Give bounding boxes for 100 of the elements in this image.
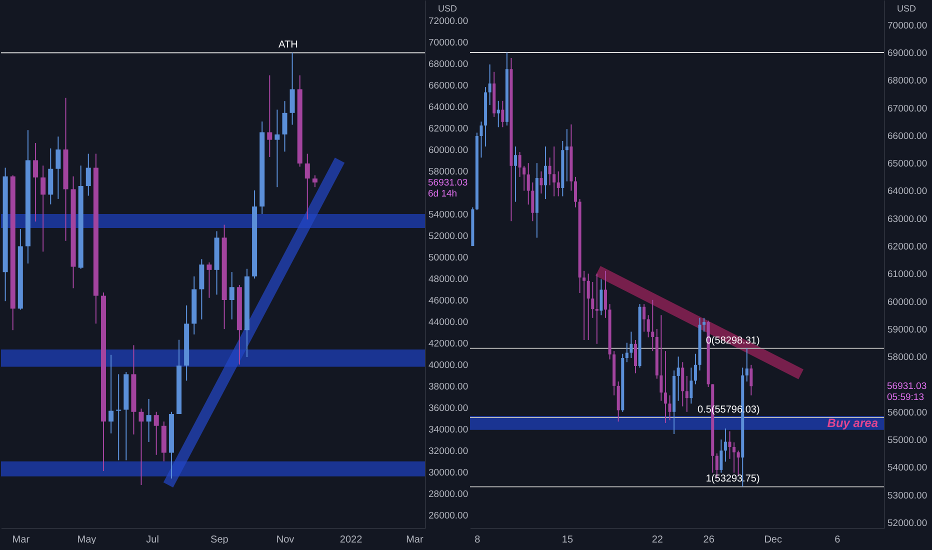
y-tick-label: 34000.00 — [428, 424, 468, 436]
candlestick — [86, 153, 91, 196]
candlestick — [522, 165, 526, 192]
candlestick — [736, 450, 740, 476]
y-tick-label: 46000.00 — [428, 296, 468, 307]
y-tick-label: 50000.00 — [428, 252, 468, 264]
x-tick-label: 2022 — [340, 534, 363, 546]
x-tick-label: Mar — [12, 534, 30, 546]
candlestick — [480, 121, 483, 158]
x-tick-label: Nov — [276, 534, 294, 546]
y-tick-label: 56000.00 — [888, 407, 928, 418]
candlestick — [732, 442, 736, 474]
x-tick-label: 15 — [562, 534, 574, 546]
y-tick-label: 61000.00 — [888, 269, 928, 280]
candlestick — [600, 278, 603, 316]
text: 56931.03 — [428, 177, 468, 188]
candlestick — [681, 362, 684, 407]
candlestick — [496, 100, 500, 128]
y-tick-label: 59000.00 — [888, 324, 928, 336]
y-axis-title: USD — [896, 4, 916, 14]
y-tick-label: 64000.00 — [888, 186, 928, 198]
candlestick — [565, 128, 568, 182]
candlestick — [651, 299, 654, 352]
y-tick-label: 44000.00 — [428, 317, 468, 328]
y-tick-label: 58000.00 — [888, 352, 928, 364]
y-tick-label: 60000.00 — [888, 296, 928, 308]
candlestick — [290, 52, 295, 126]
y-tick-label: 62000.00 — [888, 242, 928, 253]
candlestick — [720, 439, 723, 474]
y-tick-label: 36000.00 — [428, 403, 468, 414]
candlestick — [518, 152, 522, 178]
text: 05:59:13 — [887, 392, 924, 404]
ref-line-label: 0(58298.31) — [706, 335, 760, 346]
y-axis-title: USD — [438, 4, 458, 14]
candlestick — [548, 157, 552, 186]
ref-line-label: ATH — [278, 40, 298, 51]
candlestick — [501, 100, 504, 128]
candlestick — [664, 350, 667, 424]
candlestick — [660, 314, 663, 402]
candlestick — [40, 165, 46, 252]
candlestick — [724, 428, 727, 462]
candlestick — [745, 348, 748, 382]
candlestick — [488, 64, 492, 106]
candlestick — [229, 272, 234, 320]
candlestick — [56, 136, 61, 200]
candlestick — [154, 411, 159, 456]
candlestick — [514, 146, 518, 202]
candlestick — [544, 146, 548, 200]
candlestick — [108, 354, 114, 434]
y-tick-label: 32000.00 — [428, 446, 468, 458]
y-tick-label: 70000.00 — [428, 37, 468, 48]
y-tick-label: 69000.00 — [888, 48, 928, 60]
y-tick-label: 68000.00 — [428, 58, 468, 70]
candlestick — [116, 374, 122, 461]
candlestick — [574, 176, 578, 208]
y-tick-label: 40000.00 — [428, 360, 468, 372]
candlestick — [552, 146, 556, 197]
y-tick-label: 55000.00 — [888, 435, 928, 446]
candlestick — [646, 314, 650, 338]
candlestick — [630, 331, 633, 358]
candlestick — [540, 170, 543, 194]
x-tick-label: 22 — [652, 534, 664, 546]
candlestick — [312, 174, 318, 188]
candlestick — [282, 100, 288, 152]
candlestick — [595, 273, 598, 344]
x-tick-label: Jul — [146, 534, 159, 546]
candlestick — [604, 270, 607, 318]
candlestick — [556, 170, 560, 197]
candlestick — [274, 109, 280, 188]
text: 56931.03 — [887, 381, 927, 392]
x-tick-label: 26 — [703, 534, 715, 546]
y-tick-label: 68000.00 — [888, 76, 928, 87]
y-tick-label: 72000.00 — [428, 16, 468, 27]
candlestick — [531, 182, 534, 222]
candlestick — [138, 408, 144, 486]
candlestick — [750, 364, 753, 396]
candlestick — [267, 74, 272, 158]
candlestick — [694, 353, 697, 385]
x-tick-label: Dec — [764, 534, 782, 546]
y-tick-label: 62000.00 — [428, 123, 468, 134]
candlestick — [304, 153, 310, 220]
candlestick — [668, 394, 672, 421]
candlestick — [728, 430, 732, 460]
y-tick-label: 54000.00 — [888, 462, 928, 474]
y-tick-label: 53000.00 — [888, 490, 928, 502]
y-tick-label: 52000.00 — [888, 518, 928, 529]
y-tick-label: 42000.00 — [428, 338, 468, 350]
candlestick — [690, 367, 693, 404]
candlestick — [634, 340, 637, 374]
candlestick — [642, 304, 646, 332]
candlestick — [206, 262, 212, 298]
candlestick — [685, 375, 688, 412]
y-tick-label: 64000.00 — [428, 102, 468, 113]
y-tick-label: 66000.00 — [428, 80, 468, 92]
y-tick-label: 63000.00 — [888, 214, 928, 225]
x-tick-label: 6 — [834, 534, 841, 546]
candlestick — [586, 273, 590, 341]
y-tick-label: 26000.00 — [428, 510, 468, 522]
candlestick — [702, 317, 706, 332]
candlestick — [676, 356, 680, 402]
